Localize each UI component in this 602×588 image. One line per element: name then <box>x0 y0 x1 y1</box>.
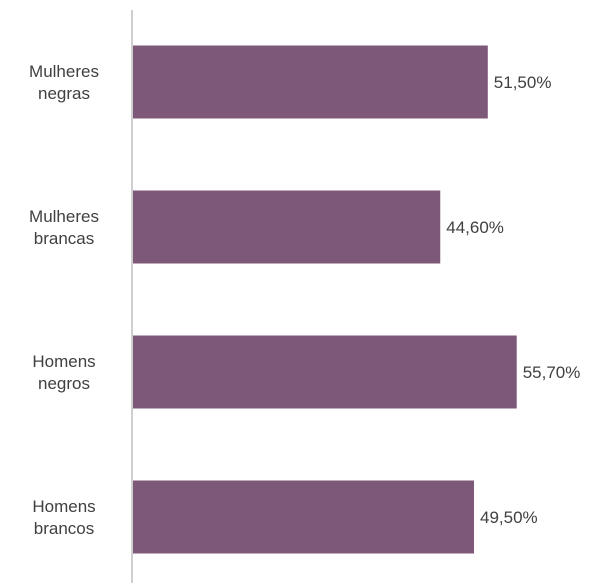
category-label-1: Mulheres brancas <box>29 207 99 248</box>
bar-3 <box>133 480 475 554</box>
bars-layer <box>133 45 517 554</box>
category-label-2-line-0: Homens <box>32 352 95 371</box>
data-label-3: 49,50% <box>480 508 538 527</box>
category-label-3: Homens brancos <box>32 497 95 538</box>
category-label-0-line-0: Mulheres <box>29 62 99 81</box>
labels-layer: 51,50% Mulheres negras 44,60% Mulheres branca… <box>29 62 580 538</box>
data-label-1: 44,60% <box>446 218 504 237</box>
category-label-0: Mulheres negras <box>29 62 99 103</box>
category-label-1-line-1: brancas <box>34 229 94 248</box>
data-label-0: 51,50% <box>494 73 552 92</box>
category-label-1-line-0: Mulheres <box>29 207 99 226</box>
category-label-3-line-1: brancos <box>34 519 94 538</box>
bar-2 <box>133 335 517 409</box>
bar-1 <box>133 190 441 264</box>
bar-0 <box>133 45 488 119</box>
category-label-3-line-0: Homens <box>32 497 95 516</box>
category-label-2: Homens negros <box>32 352 95 393</box>
category-label-0-line-1: negras <box>38 84 90 103</box>
category-label-2-line-1: negros <box>38 374 90 393</box>
data-label-2: 55,70% <box>523 363 581 382</box>
